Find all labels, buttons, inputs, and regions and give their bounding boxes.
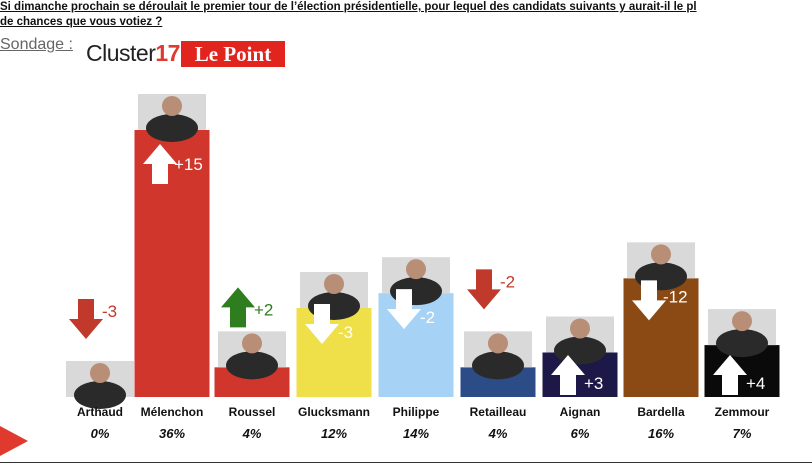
question-line-1: Si dimanche prochain se déroulait le pre… xyxy=(0,1,697,13)
source-label: Sondage : xyxy=(0,36,73,53)
candidate-name-arthaud: Arthaud xyxy=(77,405,123,419)
corner-arrow-icon xyxy=(0,426,28,456)
photo-shoulders xyxy=(554,336,606,365)
candidate-name-bardella: Bardella xyxy=(637,405,685,419)
arrow-down-icon-retailleau xyxy=(467,269,501,310)
arrow-up-icon-zemmour xyxy=(713,355,747,395)
candidate-name-melenchon: Mélenchon xyxy=(140,405,204,419)
arrow-down-icon-philippe xyxy=(387,289,421,330)
arrow-up-icon-aignan xyxy=(551,355,585,395)
photo-head xyxy=(488,333,508,354)
photo-head xyxy=(90,363,110,383)
arrow-down-icon-glucksmann xyxy=(305,304,339,344)
arrow-up-icon-melenchon xyxy=(143,144,177,184)
candidate-value-philippe: 14% xyxy=(402,426,430,441)
change-label-philippe: -2 xyxy=(420,308,435,327)
arrow-up-icon-roussel xyxy=(221,287,255,328)
bar-glucksmann xyxy=(296,308,372,397)
photo-head xyxy=(570,318,590,339)
le-point-logo: Le Point xyxy=(181,41,285,67)
photo-shoulders xyxy=(716,329,768,358)
candidate-name-retailleau: Retailleau xyxy=(469,405,527,419)
bar-philippe xyxy=(378,293,454,397)
bar-bardella xyxy=(623,278,699,397)
photo-head xyxy=(242,333,262,354)
cluster17-logo-number: 17 xyxy=(155,40,180,66)
photo-head xyxy=(651,244,671,265)
bar-melenchon xyxy=(134,130,210,397)
change-label-roussel: +2 xyxy=(254,300,273,319)
candidate-value-retailleau: 4% xyxy=(488,426,508,441)
candidate-name-philippe: Philippe xyxy=(392,405,440,419)
candidate-photo-arthaud xyxy=(66,361,134,409)
candidate-photo-melenchon xyxy=(138,94,206,142)
photo-shoulders xyxy=(472,351,524,380)
change-label-bardella: -12 xyxy=(663,287,688,306)
cluster17-logo-text: Cluster xyxy=(86,40,156,66)
arrow-down-icon-arthaud xyxy=(69,299,103,339)
photo-head xyxy=(324,274,344,294)
candidate-value-arthaud: 0% xyxy=(90,426,110,441)
candidate-photo-zemmour xyxy=(708,309,776,358)
candidate-value-glucksmann: 12% xyxy=(320,426,348,441)
candidate-value-zemmour: 7% xyxy=(732,426,752,441)
candidate-photo-philippe xyxy=(382,257,450,306)
change-label-retailleau: -2 xyxy=(500,272,515,291)
photo-head xyxy=(406,259,426,280)
photo-shoulders xyxy=(226,351,278,380)
question-text: Si dimanche prochain se déroulait le pre… xyxy=(0,0,812,30)
change-label-zemmour: +4 xyxy=(746,374,765,393)
candidate-photo-retailleau xyxy=(464,331,532,380)
candidate-name-glucksmann: Glucksmann xyxy=(297,405,371,419)
candidate-name-roussel: Roussel xyxy=(228,405,276,419)
change-label-melenchon: +15 xyxy=(174,155,203,174)
photo-shoulders xyxy=(146,114,198,142)
candidate-value-bardella: 16% xyxy=(647,426,675,441)
candidate-photo-roussel xyxy=(218,331,286,380)
photo-head xyxy=(732,311,752,332)
change-label-arthaud: -3 xyxy=(102,302,117,321)
arrow-down-icon-bardella xyxy=(632,280,666,321)
question-line-2: de chances que vous votiez ? xyxy=(0,16,163,28)
candidate-name-aignan: Aignan xyxy=(559,405,601,419)
candidate-value-roussel: 4% xyxy=(242,426,262,441)
change-label-glucksmann: -3 xyxy=(338,323,353,342)
photo-shoulders xyxy=(74,381,126,409)
baseline-rule xyxy=(0,462,812,463)
cluster17-logo: Cluster17 xyxy=(86,40,180,67)
candidate-name-zemmour: Zemmour xyxy=(714,405,770,419)
candidate-value-melenchon: 36% xyxy=(158,426,186,441)
candidate-value-aignan: 6% xyxy=(570,426,590,441)
photo-head xyxy=(162,96,182,116)
change-label-aignan: +3 xyxy=(584,374,603,393)
